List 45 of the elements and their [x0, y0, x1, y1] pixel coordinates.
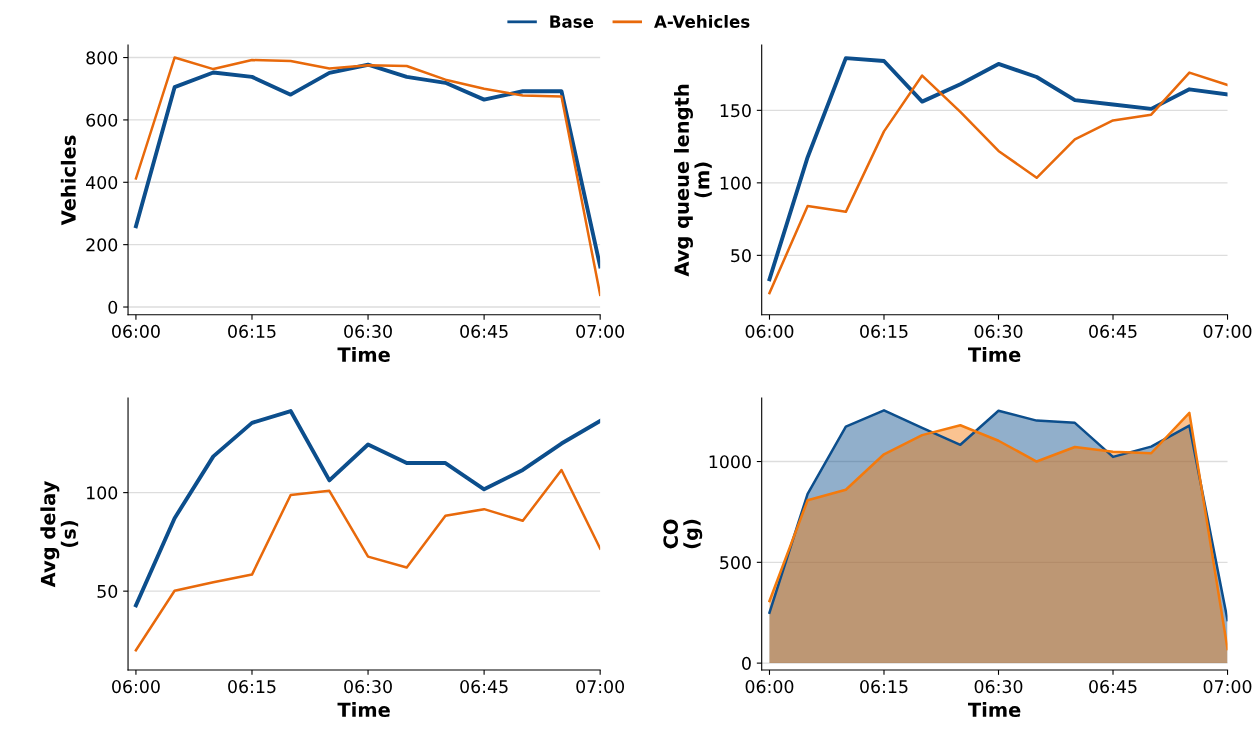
x-tick-label: 06:45	[460, 324, 508, 338]
x-tick-label: 06:45	[460, 680, 508, 694]
x-tick-label: 06:15	[228, 324, 276, 338]
x-axis-title: Time	[337, 346, 390, 362]
x-tick-label: 06:15	[860, 324, 908, 338]
x-axis-title: Time	[968, 346, 1021, 362]
line-series	[133, 409, 601, 608]
y-tick-label: 500	[720, 556, 751, 570]
y-tick-label: 1000	[709, 455, 751, 469]
x-tick-label: 06:15	[860, 680, 908, 694]
x-tick-label: 06:00	[112, 324, 160, 338]
y-axis-title: Avg delay (s)	[40, 481, 79, 588]
legend-label: A-Vehicles	[654, 15, 750, 28]
x-tick-label: 06:00	[112, 680, 160, 694]
x-tick-label: 07:00	[1203, 680, 1252, 694]
x-tick-label: 07:00	[576, 680, 625, 694]
x-tick-label: 06:00	[745, 680, 794, 694]
y-axis-title: CO (g)	[663, 519, 703, 549]
x-tick-label: 06:30	[974, 324, 1023, 338]
y-axis-title: Vehicles	[60, 135, 76, 226]
y-tick-label: 100	[720, 176, 751, 190]
x-tick-label: 06:00	[745, 324, 794, 338]
y-tick-label: 50	[731, 249, 751, 263]
x-tick-label: 06:15	[228, 680, 276, 694]
x-tick-label: 06:45	[1089, 680, 1137, 694]
y-tick-label: 0	[742, 656, 751, 670]
x-tick-label: 06:45	[1089, 324, 1137, 338]
x-axis-title: Time	[337, 702, 390, 718]
x-axis-title: Time	[968, 702, 1021, 718]
y-tick-label: 400	[86, 176, 118, 190]
y-tick-label: 200	[86, 238, 118, 252]
y-tick-label: 50	[97, 584, 118, 598]
y-tick-label: 0	[108, 300, 118, 314]
y-tick-label: 100	[87, 486, 118, 500]
x-tick-label: 07:00	[1203, 324, 1252, 338]
y-axis-title: Avg queue length (m)	[674, 84, 712, 277]
x-tick-label: 06:30	[344, 324, 392, 338]
x-tick-label: 06:30	[974, 680, 1023, 694]
y-tick-label: 150	[720, 104, 751, 118]
y-tick-label: 600	[86, 113, 118, 127]
x-tick-label: 07:00	[576, 324, 625, 338]
line-series	[134, 468, 601, 652]
legend-label: Base	[550, 15, 594, 28]
y-tick-label: 800	[86, 51, 118, 65]
x-tick-label: 06:30	[344, 680, 392, 694]
